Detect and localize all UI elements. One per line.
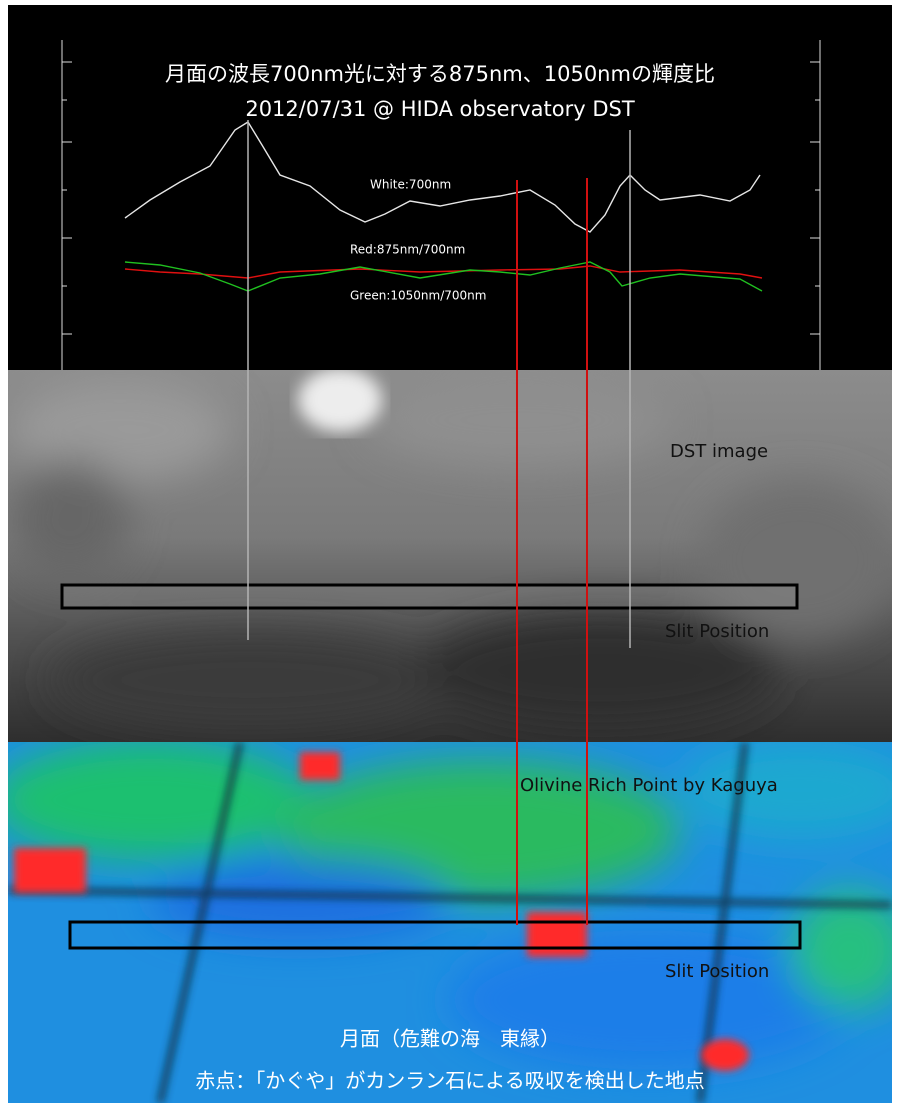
plot-subtitle: 2012/07/31 @ HIDA observatory DST [245, 97, 635, 121]
red-label: Red:875nm/700nm [350, 243, 465, 257]
slit-label: Slit Position [665, 961, 769, 982]
slit-box [62, 585, 797, 608]
green-label: Green:1050nm/700nm [350, 289, 486, 303]
kaguya-label: Olivine Rich Point by Kaguya [520, 775, 778, 796]
dst-label: DST image [670, 441, 768, 462]
caption-line: 月面（危難の海 東縁） [340, 1027, 560, 1051]
dst-image [8, 368, 900, 742]
caption-line: 赤点：「かぐや」がカンラン石による吸収を検出した地点 [195, 1069, 704, 1093]
white-label: White:700nm [370, 178, 451, 192]
slit-label: Slit Position [665, 621, 769, 642]
plot-title: 月面の波長700nm光に対する875nm、1050nmの輝度比 [165, 62, 715, 86]
figure: 月面の波長700nm光に対する875nm、1050nmの輝度比 2012/07/… [0, 0, 900, 1103]
